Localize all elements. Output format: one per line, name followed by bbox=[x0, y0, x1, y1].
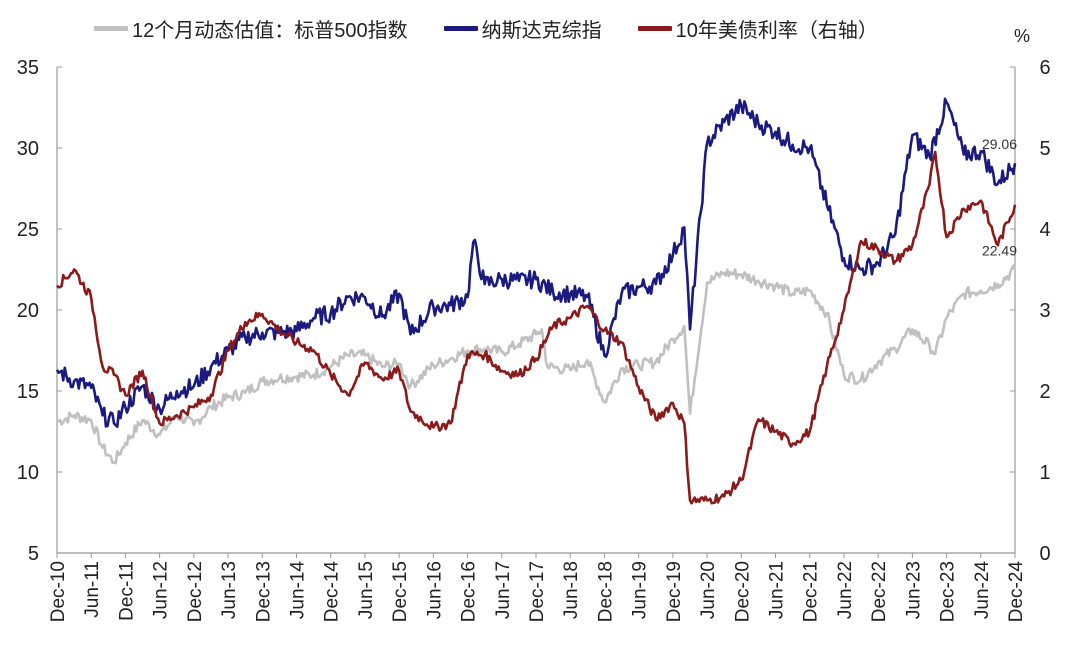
legend-swatch-sp500-pe bbox=[94, 26, 128, 31]
x-tick-label: Jun-17 bbox=[493, 561, 514, 619]
x-tick-label: Dec-19 bbox=[664, 561, 685, 622]
right-y-tick-label: 4 bbox=[1039, 219, 1050, 241]
right-y-tick-label: 2 bbox=[1039, 381, 1050, 403]
legend-item-nasdaq: 纳斯达克综指 bbox=[443, 14, 602, 43]
left-y-tick-label: 10 bbox=[17, 462, 39, 484]
right-y-tick-label: 6 bbox=[1039, 57, 1050, 79]
left-y-tick-label: 25 bbox=[17, 219, 39, 241]
right-y-tick-label: 5 bbox=[1039, 138, 1050, 160]
legend-swatch-ust10y bbox=[637, 26, 672, 31]
legend-swatch-nasdaq bbox=[443, 26, 478, 31]
legend-label-ust10y: 10年美债利率（右轴） bbox=[675, 20, 878, 42]
x-tick-label: Dec-15 bbox=[390, 561, 411, 622]
series-line-nasdaq bbox=[55, 97, 1017, 428]
x-tick-label: Jun-12 bbox=[151, 561, 172, 619]
x-tick-label: Jun-13 bbox=[219, 561, 240, 619]
x-tick-label: Dec-13 bbox=[253, 561, 274, 622]
right-y-tick-label: 1 bbox=[1039, 462, 1050, 484]
legend-item-sp500-pe: 12个月动态估值：标普500指数 bbox=[94, 14, 408, 43]
left-y-tick-label: 30 bbox=[17, 138, 39, 160]
right-axis-unit: % bbox=[1014, 26, 1031, 46]
x-tick-label: Dec-11 bbox=[116, 561, 137, 621]
x-tick-label: Dec-22 bbox=[869, 561, 890, 622]
legend-label-nasdaq: 纳斯达克综指 bbox=[481, 20, 602, 42]
x-tick-label: Dec-18 bbox=[595, 561, 616, 622]
x-tick-label: Jun-20 bbox=[698, 561, 719, 619]
x-tick-label: Dec-23 bbox=[938, 561, 959, 622]
series-line-ust10y bbox=[56, 150, 1017, 505]
legend-label-sp500-pe: 12个月动态估值：标普500指数 bbox=[132, 20, 408, 42]
x-tick-label: Jun-18 bbox=[561, 561, 582, 619]
x-tick-label: Jun-11 bbox=[82, 561, 103, 618]
left-y-tick-label: 15 bbox=[17, 381, 39, 403]
data-label-sp500-pe: 22.49 bbox=[982, 243, 1017, 259]
series-line-sp500-pe bbox=[56, 264, 1017, 465]
x-tick-label: Jun-24 bbox=[972, 561, 993, 620]
x-tick-label: Dec-14 bbox=[322, 561, 343, 623]
right-y-tick-label: 3 bbox=[1039, 300, 1050, 322]
data-label-nasdaq: 29.06 bbox=[982, 136, 1017, 152]
x-tick-label: Jun-21 bbox=[767, 561, 788, 619]
x-tick-label: Dec-10 bbox=[48, 561, 69, 622]
left-y-tick-label: 20 bbox=[17, 300, 39, 322]
chart-legend: 12个月动态估值：标普500指数 纳斯达克综指 10年美债利率（右轴） bbox=[94, 14, 914, 43]
left-y-tick-label: 35 bbox=[17, 57, 39, 79]
x-tick-label: Dec-21 bbox=[801, 561, 822, 622]
legend-item-ust10y: 10年美债利率（右轴） bbox=[637, 14, 878, 43]
x-tick-label: Jun-19 bbox=[630, 561, 651, 619]
x-tick-label: Jun-16 bbox=[424, 561, 445, 619]
x-tick-label: Dec-20 bbox=[732, 561, 753, 622]
x-tick-label: Dec-12 bbox=[185, 561, 206, 622]
left-y-tick-label: 5 bbox=[28, 543, 39, 565]
x-tick-label: Jun-23 bbox=[903, 561, 924, 619]
x-tick-label: Jun-15 bbox=[356, 561, 377, 619]
x-tick-label: Dec-16 bbox=[459, 561, 480, 622]
x-tick-label: Dec-17 bbox=[527, 561, 548, 622]
x-tick-label: Dec-24 bbox=[1006, 561, 1027, 623]
x-tick-label: Jun-14 bbox=[288, 561, 309, 620]
right-y-tick-label: 0 bbox=[1039, 543, 1050, 565]
x-tick-label: Jun-22 bbox=[835, 561, 856, 619]
